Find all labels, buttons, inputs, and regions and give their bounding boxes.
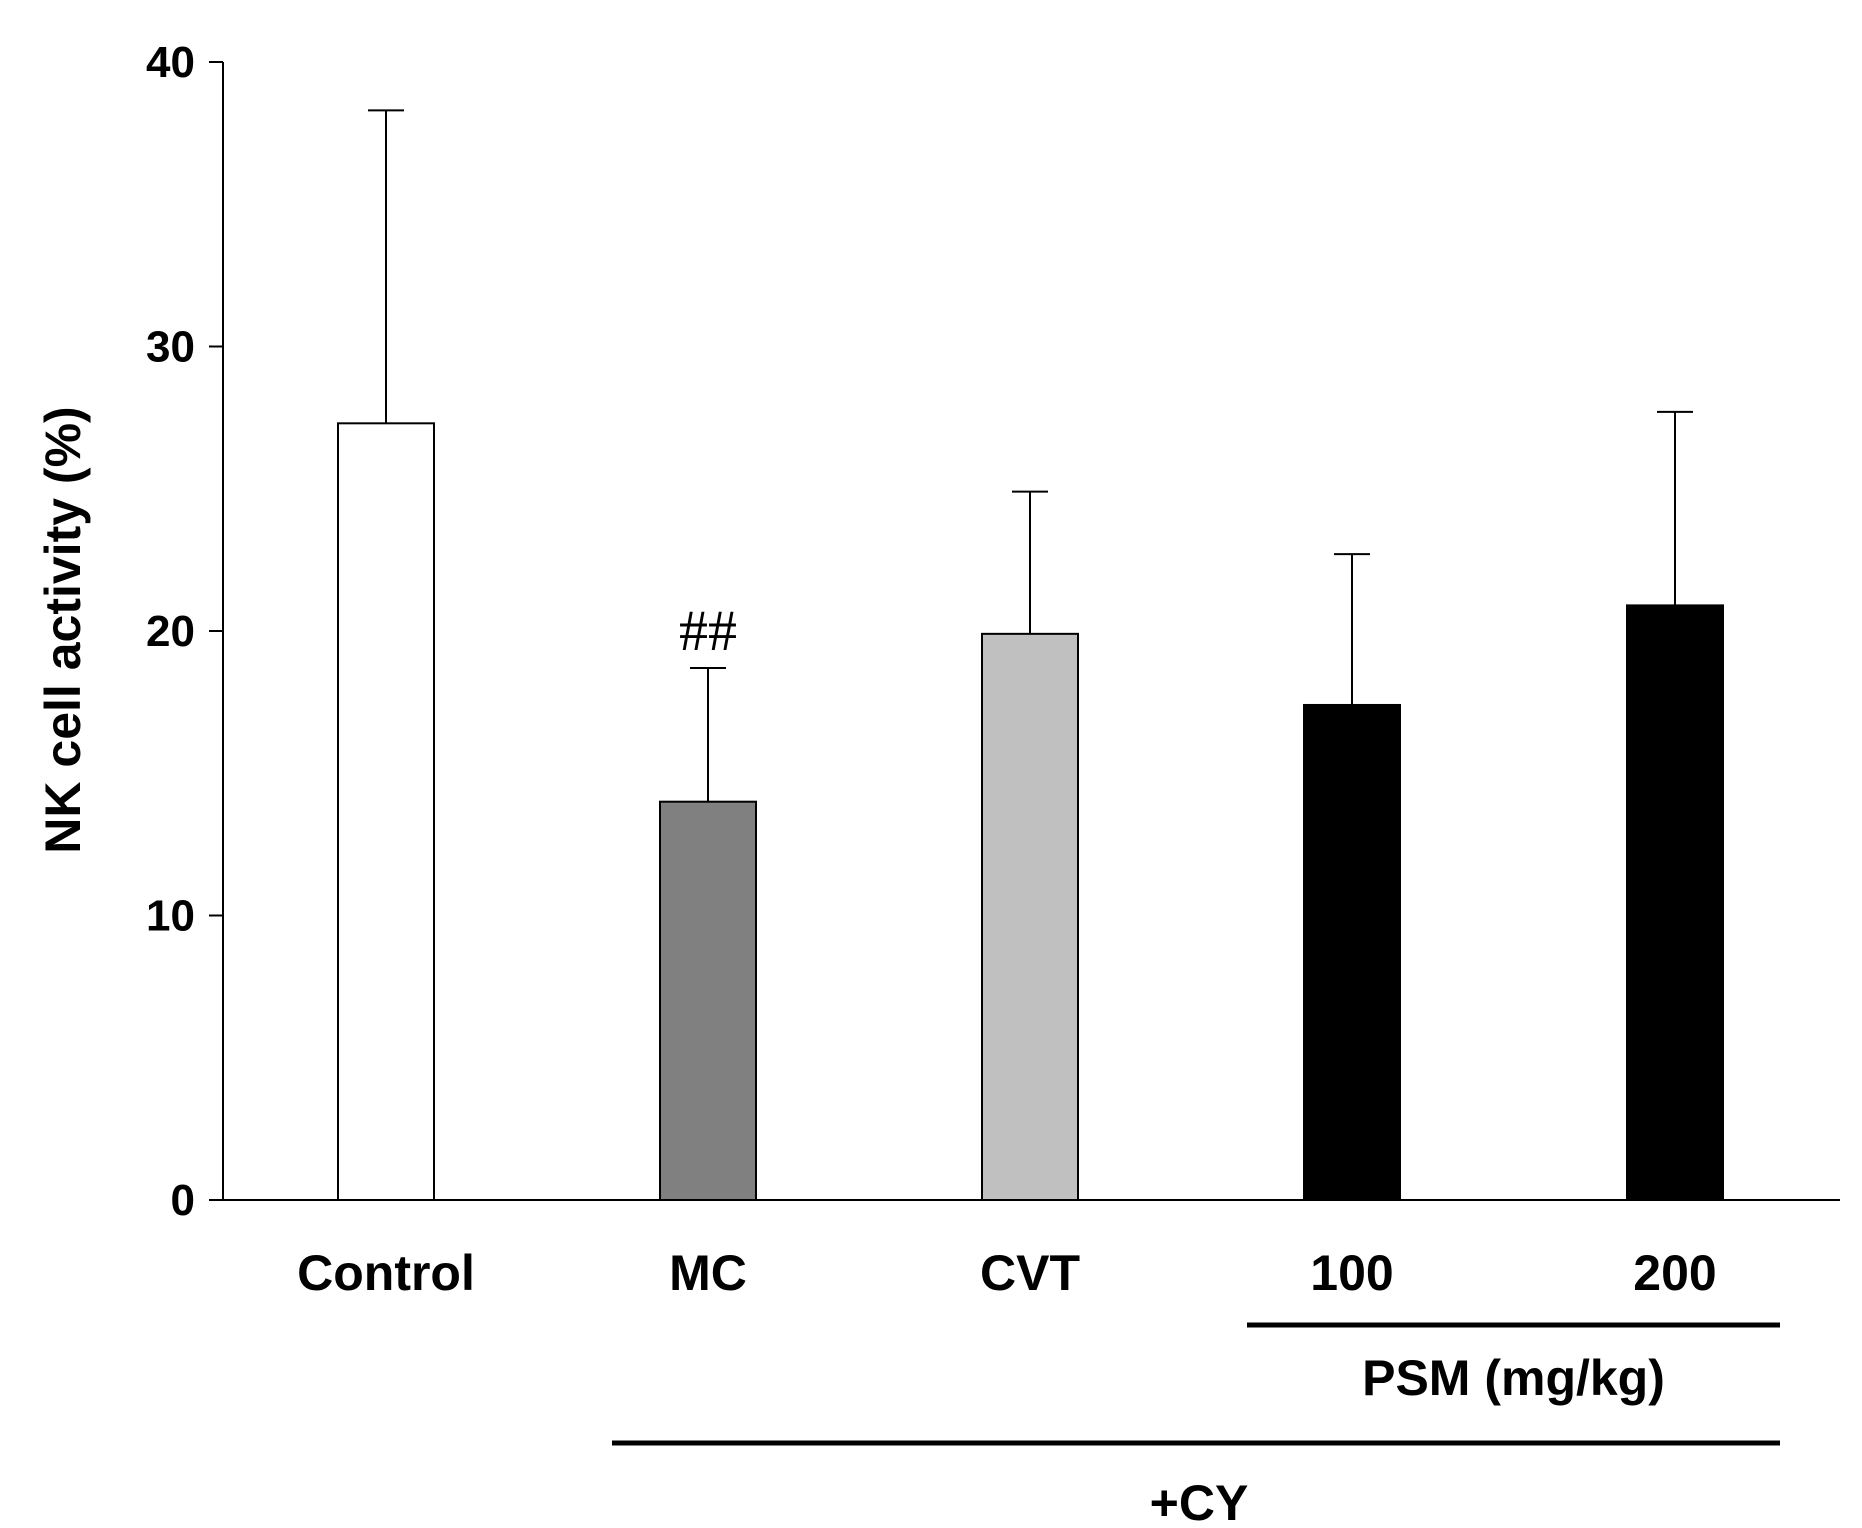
bar-control [337,422,435,1201]
y-tick-label-20: 20 [146,607,195,656]
y-axis-label: NK cell activity (%) [35,406,91,853]
axes: 0 10 20 30 40 [146,38,1840,1225]
y-tick-label-0: 0 [171,1176,195,1225]
group-brackets: PSM (mg/kg) +CY [612,1322,1780,1528]
bar-100 [1303,703,1401,1201]
bar-200 [1626,604,1724,1201]
category-label-control: Control [297,1245,475,1301]
y-tick-label-30: 30 [146,323,195,372]
bars [337,422,1724,1201]
category-label-200: 200 [1633,1245,1716,1301]
category-label-mc: MC [669,1245,747,1301]
group-label-1: +CY [1150,1475,1249,1528]
y-tick-label-40: 40 [146,38,195,87]
significance-annotation: ## [679,598,737,663]
bar-cvt [981,632,1079,1201]
error-bars [368,109,1693,802]
category-label-cvt: CVT [980,1245,1080,1301]
y-tick-label-10: 10 [146,892,195,941]
category-label-100: 100 [1310,1245,1393,1301]
labels: Control MC CVT 100 200 ## [297,598,1717,1301]
group-label-0: PSM (mg/kg) [1362,1350,1665,1406]
bar-mc [659,800,757,1201]
